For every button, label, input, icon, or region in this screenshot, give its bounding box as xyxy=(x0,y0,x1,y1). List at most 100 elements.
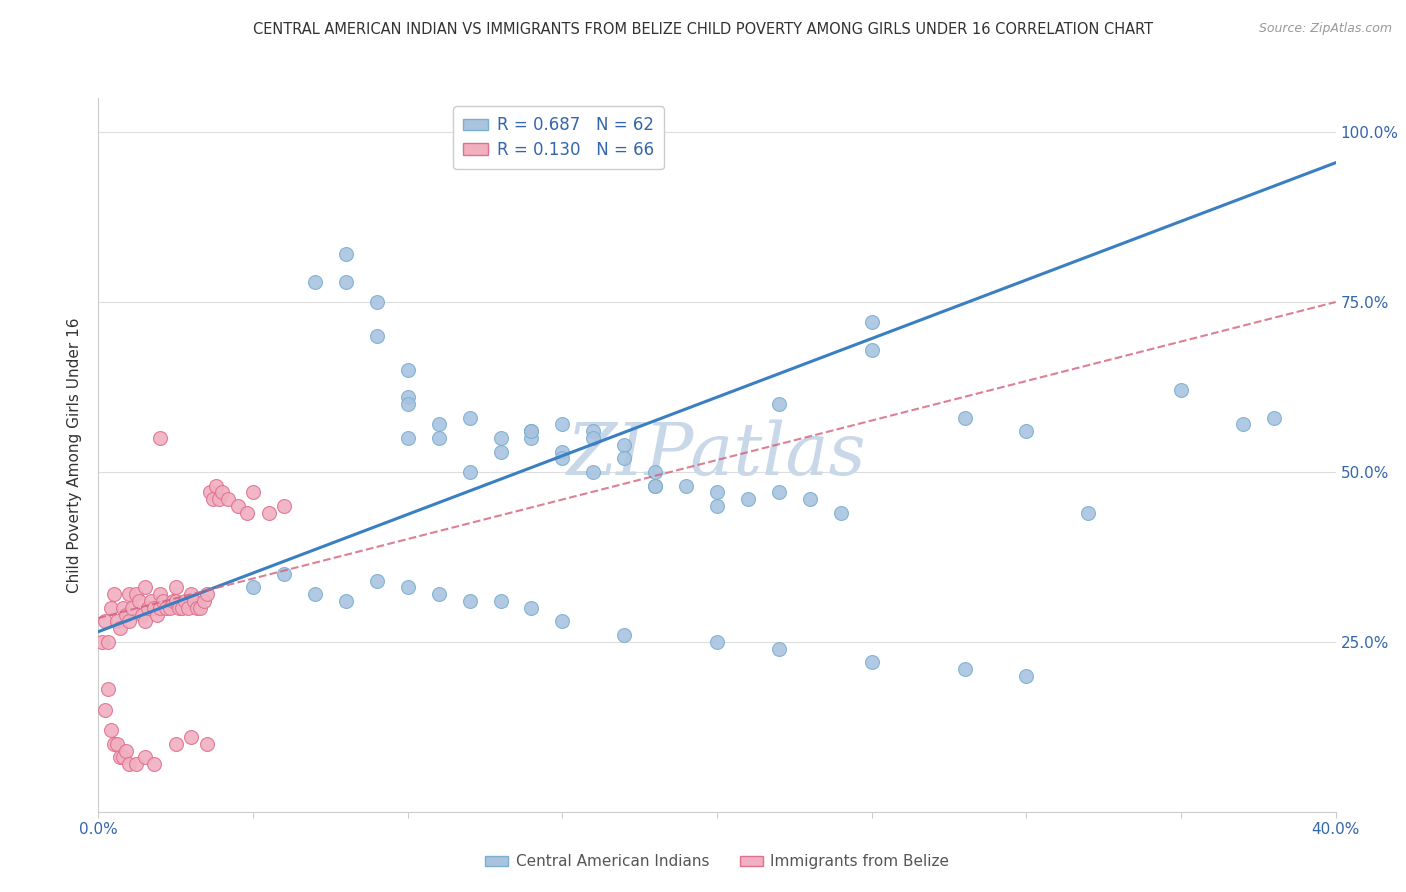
Point xyxy=(155,600,177,615)
Point xyxy=(198,485,221,500)
Point xyxy=(208,492,231,507)
Point xyxy=(953,410,976,425)
Point xyxy=(706,499,728,513)
Point xyxy=(165,594,187,608)
Text: ZIPatlas: ZIPatlas xyxy=(567,419,868,491)
Point xyxy=(737,492,759,507)
Point xyxy=(273,566,295,581)
Point xyxy=(520,424,543,438)
Point xyxy=(131,607,153,622)
Point xyxy=(100,600,122,615)
Point xyxy=(768,397,790,411)
Point xyxy=(1077,506,1099,520)
Point xyxy=(186,600,208,615)
Point xyxy=(706,635,728,649)
Point xyxy=(366,329,388,343)
Point xyxy=(613,451,636,466)
Point xyxy=(335,275,357,289)
Point xyxy=(366,574,388,588)
Point xyxy=(165,737,187,751)
Point xyxy=(396,397,419,411)
Point xyxy=(105,615,128,629)
Point xyxy=(644,478,666,492)
Point xyxy=(205,478,228,492)
Point xyxy=(768,485,790,500)
Point xyxy=(108,750,131,764)
Point xyxy=(165,581,187,595)
Point xyxy=(551,615,574,629)
Point xyxy=(551,444,574,458)
Point xyxy=(115,743,138,757)
Point xyxy=(195,587,218,601)
Point xyxy=(149,587,172,601)
Point xyxy=(149,431,172,445)
Point xyxy=(427,587,450,601)
Point xyxy=(366,295,388,310)
Point xyxy=(93,615,115,629)
Point xyxy=(180,730,202,744)
Point xyxy=(128,594,150,608)
Point xyxy=(613,628,636,642)
Point xyxy=(115,607,138,622)
Point xyxy=(675,478,697,492)
Point xyxy=(124,757,146,772)
Point xyxy=(799,492,821,507)
Point xyxy=(1170,384,1192,398)
Point xyxy=(396,390,419,404)
Point xyxy=(174,594,197,608)
Point xyxy=(103,587,125,601)
Point xyxy=(134,581,156,595)
Point xyxy=(242,581,264,595)
Point xyxy=(146,607,169,622)
Point xyxy=(152,594,174,608)
Point xyxy=(97,635,120,649)
Point xyxy=(118,757,141,772)
Point xyxy=(162,594,184,608)
Point xyxy=(644,478,666,492)
Point xyxy=(97,682,120,697)
Point xyxy=(93,703,115,717)
Point xyxy=(124,587,146,601)
Point xyxy=(273,499,295,513)
Point xyxy=(644,465,666,479)
Point xyxy=(489,444,512,458)
Point xyxy=(257,506,280,520)
Point xyxy=(396,431,419,445)
Point xyxy=(551,451,574,466)
Point xyxy=(304,275,326,289)
Point xyxy=(90,635,112,649)
Point xyxy=(103,737,125,751)
Point xyxy=(236,506,259,520)
Point xyxy=(582,465,605,479)
Point xyxy=(193,594,215,608)
Point xyxy=(195,737,218,751)
Point xyxy=(396,581,419,595)
Legend: Central American Indians, Immigrants from Belize: Central American Indians, Immigrants fro… xyxy=(479,848,955,875)
Point xyxy=(118,587,141,601)
Point xyxy=(1015,424,1038,438)
Point xyxy=(860,343,883,357)
Point xyxy=(520,600,543,615)
Point xyxy=(118,615,141,629)
Point xyxy=(520,424,543,438)
Point xyxy=(167,600,190,615)
Point xyxy=(458,410,481,425)
Point xyxy=(1015,669,1038,683)
Point xyxy=(1263,410,1285,425)
Point xyxy=(211,485,233,500)
Point xyxy=(613,438,636,452)
Point xyxy=(121,600,143,615)
Point xyxy=(489,431,512,445)
Point xyxy=(112,600,135,615)
Point xyxy=(458,465,481,479)
Y-axis label: Child Poverty Among Girls Under 16: Child Poverty Among Girls Under 16 xyxy=(67,318,83,592)
Point xyxy=(396,363,419,377)
Point xyxy=(217,492,239,507)
Point xyxy=(427,417,450,432)
Point xyxy=(860,655,883,669)
Point xyxy=(458,594,481,608)
Point xyxy=(177,600,200,615)
Point xyxy=(242,485,264,500)
Point xyxy=(112,750,135,764)
Point xyxy=(768,641,790,656)
